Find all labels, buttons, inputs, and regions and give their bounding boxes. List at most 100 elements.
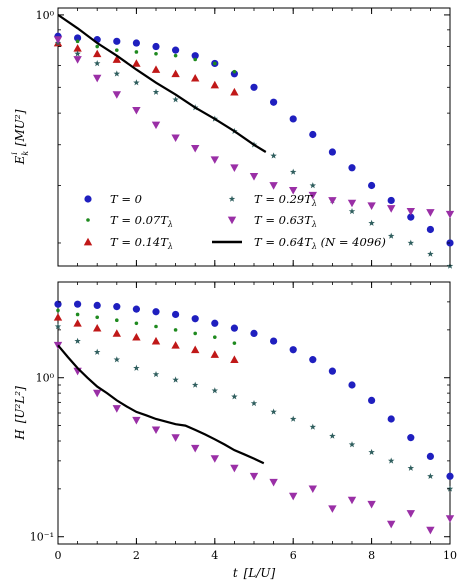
bottom-series-0-point — [152, 308, 160, 316]
bottom-series-4-point — [112, 405, 121, 413]
bottom-series-4-point — [191, 444, 200, 453]
legend-label: T = 0.14Tλ — [110, 235, 173, 251]
bottom-series-2-point — [93, 323, 102, 332]
bottom-series-1-point — [193, 331, 197, 336]
x-label-unit: [L/U] — [244, 566, 276, 580]
top-series-4-point — [132, 106, 141, 115]
top-series-0-point — [387, 196, 395, 205]
legend-marker — [86, 218, 90, 222]
bottom-x-tick-label: 4 — [211, 549, 218, 562]
bottom-series-0-point — [113, 303, 121, 311]
legend-label: T = 0.29Tλ — [254, 192, 317, 208]
bottom-series-3-point — [54, 323, 62, 330]
bottom-y-ticks: 10⁰ 10⁻¹ — [30, 281, 450, 545]
top-y-label-main: E — [13, 155, 27, 165]
top-series-0-point — [230, 70, 238, 78]
top-series-4-point — [387, 205, 396, 213]
bottom-series-0-point — [230, 324, 238, 332]
bottom-series-4-point — [230, 464, 239, 473]
top-series-4-point — [112, 91, 121, 99]
top-series-4-point — [230, 164, 239, 172]
top-series-0-point — [270, 98, 278, 106]
top-series-0-point — [132, 39, 140, 47]
legend-label-sub: λ — [311, 242, 317, 251]
bottom-x-tick-label: 0 — [55, 549, 62, 562]
bottom-series-3-point — [387, 457, 395, 464]
bottom-series-3-point — [270, 408, 277, 415]
legend-entry: T = 0.63Tλ — [227, 213, 317, 229]
legend-marker — [228, 195, 236, 202]
bottom-x-ticks: 0 2 4 6 8 10 — [55, 282, 457, 562]
top-series-3-point — [368, 219, 375, 226]
top-series-4-point — [151, 121, 161, 130]
bottom-series-4-point — [132, 416, 141, 425]
bottom-series-1-point — [75, 312, 80, 317]
top-series-0-point — [309, 130, 317, 139]
top-series-2-point — [171, 69, 180, 78]
top-series-3-point — [348, 207, 356, 215]
top-y-label-sup: i — [10, 152, 19, 155]
legend-label-sub: λ — [167, 242, 173, 251]
top-series-4-point — [347, 199, 357, 208]
top-series-3-point — [309, 182, 317, 189]
legend-label-sub: λ — [311, 199, 317, 208]
top-series-4-point — [308, 191, 317, 200]
top-series-4-point — [289, 186, 298, 195]
bottom-series-2-point — [112, 329, 121, 337]
top-series-4-point — [93, 74, 102, 83]
legend-entry: T = 0.29Tλ — [228, 192, 317, 208]
top-series-3-point — [289, 168, 297, 175]
bottom-series-4-point — [308, 485, 317, 494]
bottom-series-3-point — [133, 364, 140, 371]
top-series-0-point — [250, 83, 258, 91]
bottom-series-0-point — [426, 452, 434, 461]
bottom-series-4-point — [406, 510, 415, 518]
legend-label-main: T = 0.64T — [254, 235, 313, 249]
top-series-2 — [53, 38, 239, 96]
bottom-series-4-point — [445, 515, 455, 523]
bottom-series-0-point — [270, 337, 278, 345]
bottom-series-0 — [54, 300, 454, 480]
top-series-4-point — [367, 202, 376, 210]
bottom-y-tick-label: 10⁻¹ — [30, 531, 54, 544]
top-series-4-point — [191, 144, 200, 153]
top-series-3-point — [93, 60, 101, 67]
bottom-series-0-point — [74, 300, 82, 308]
bottom-series-3-point — [152, 370, 160, 378]
legend-entry: T = 0.07Tλ — [86, 213, 173, 229]
top-series-0-point — [191, 52, 199, 60]
top-series-5-line — [57, 13, 267, 153]
bottom-series-3-point — [172, 376, 179, 383]
legend-marker — [227, 216, 237, 225]
top-series-4-point — [210, 156, 219, 164]
bottom-series-2-point — [191, 345, 200, 354]
top-series-1-point — [75, 39, 80, 44]
top-y-label-sub: k — [21, 151, 30, 156]
bottom-series-0-point — [132, 305, 140, 313]
bottom-series-4-point — [93, 389, 102, 398]
legend-marker — [83, 237, 93, 246]
bottom-series-3-point — [74, 337, 81, 344]
top-x-ticks — [57, 8, 451, 266]
bottom-series-2-point — [73, 319, 82, 327]
bottom-series-3-point — [211, 387, 219, 394]
top-series-1-point — [95, 44, 99, 49]
bottom-series-2-point — [230, 355, 239, 363]
legend-label: T = 0.63Tλ — [254, 213, 317, 229]
bottom-series-3-point — [250, 399, 258, 407]
top-series-0-point — [368, 181, 376, 190]
bottom-series-3-point — [231, 393, 238, 400]
legend-label-sub: λ — [311, 220, 317, 229]
top-series-0-point — [289, 115, 297, 123]
top-series-2-point — [73, 44, 82, 52]
bottom-series-4 — [53, 341, 455, 535]
bottom-series-3-point — [309, 423, 317, 430]
bottom-series-4-point — [151, 426, 161, 435]
legend-entry: T = 0.14Tλ — [83, 235, 173, 251]
top-series-4-point — [328, 197, 337, 205]
top-series-2-point — [210, 80, 219, 89]
bottom-series-4-point — [269, 478, 278, 487]
top-series-0-point — [172, 46, 180, 54]
